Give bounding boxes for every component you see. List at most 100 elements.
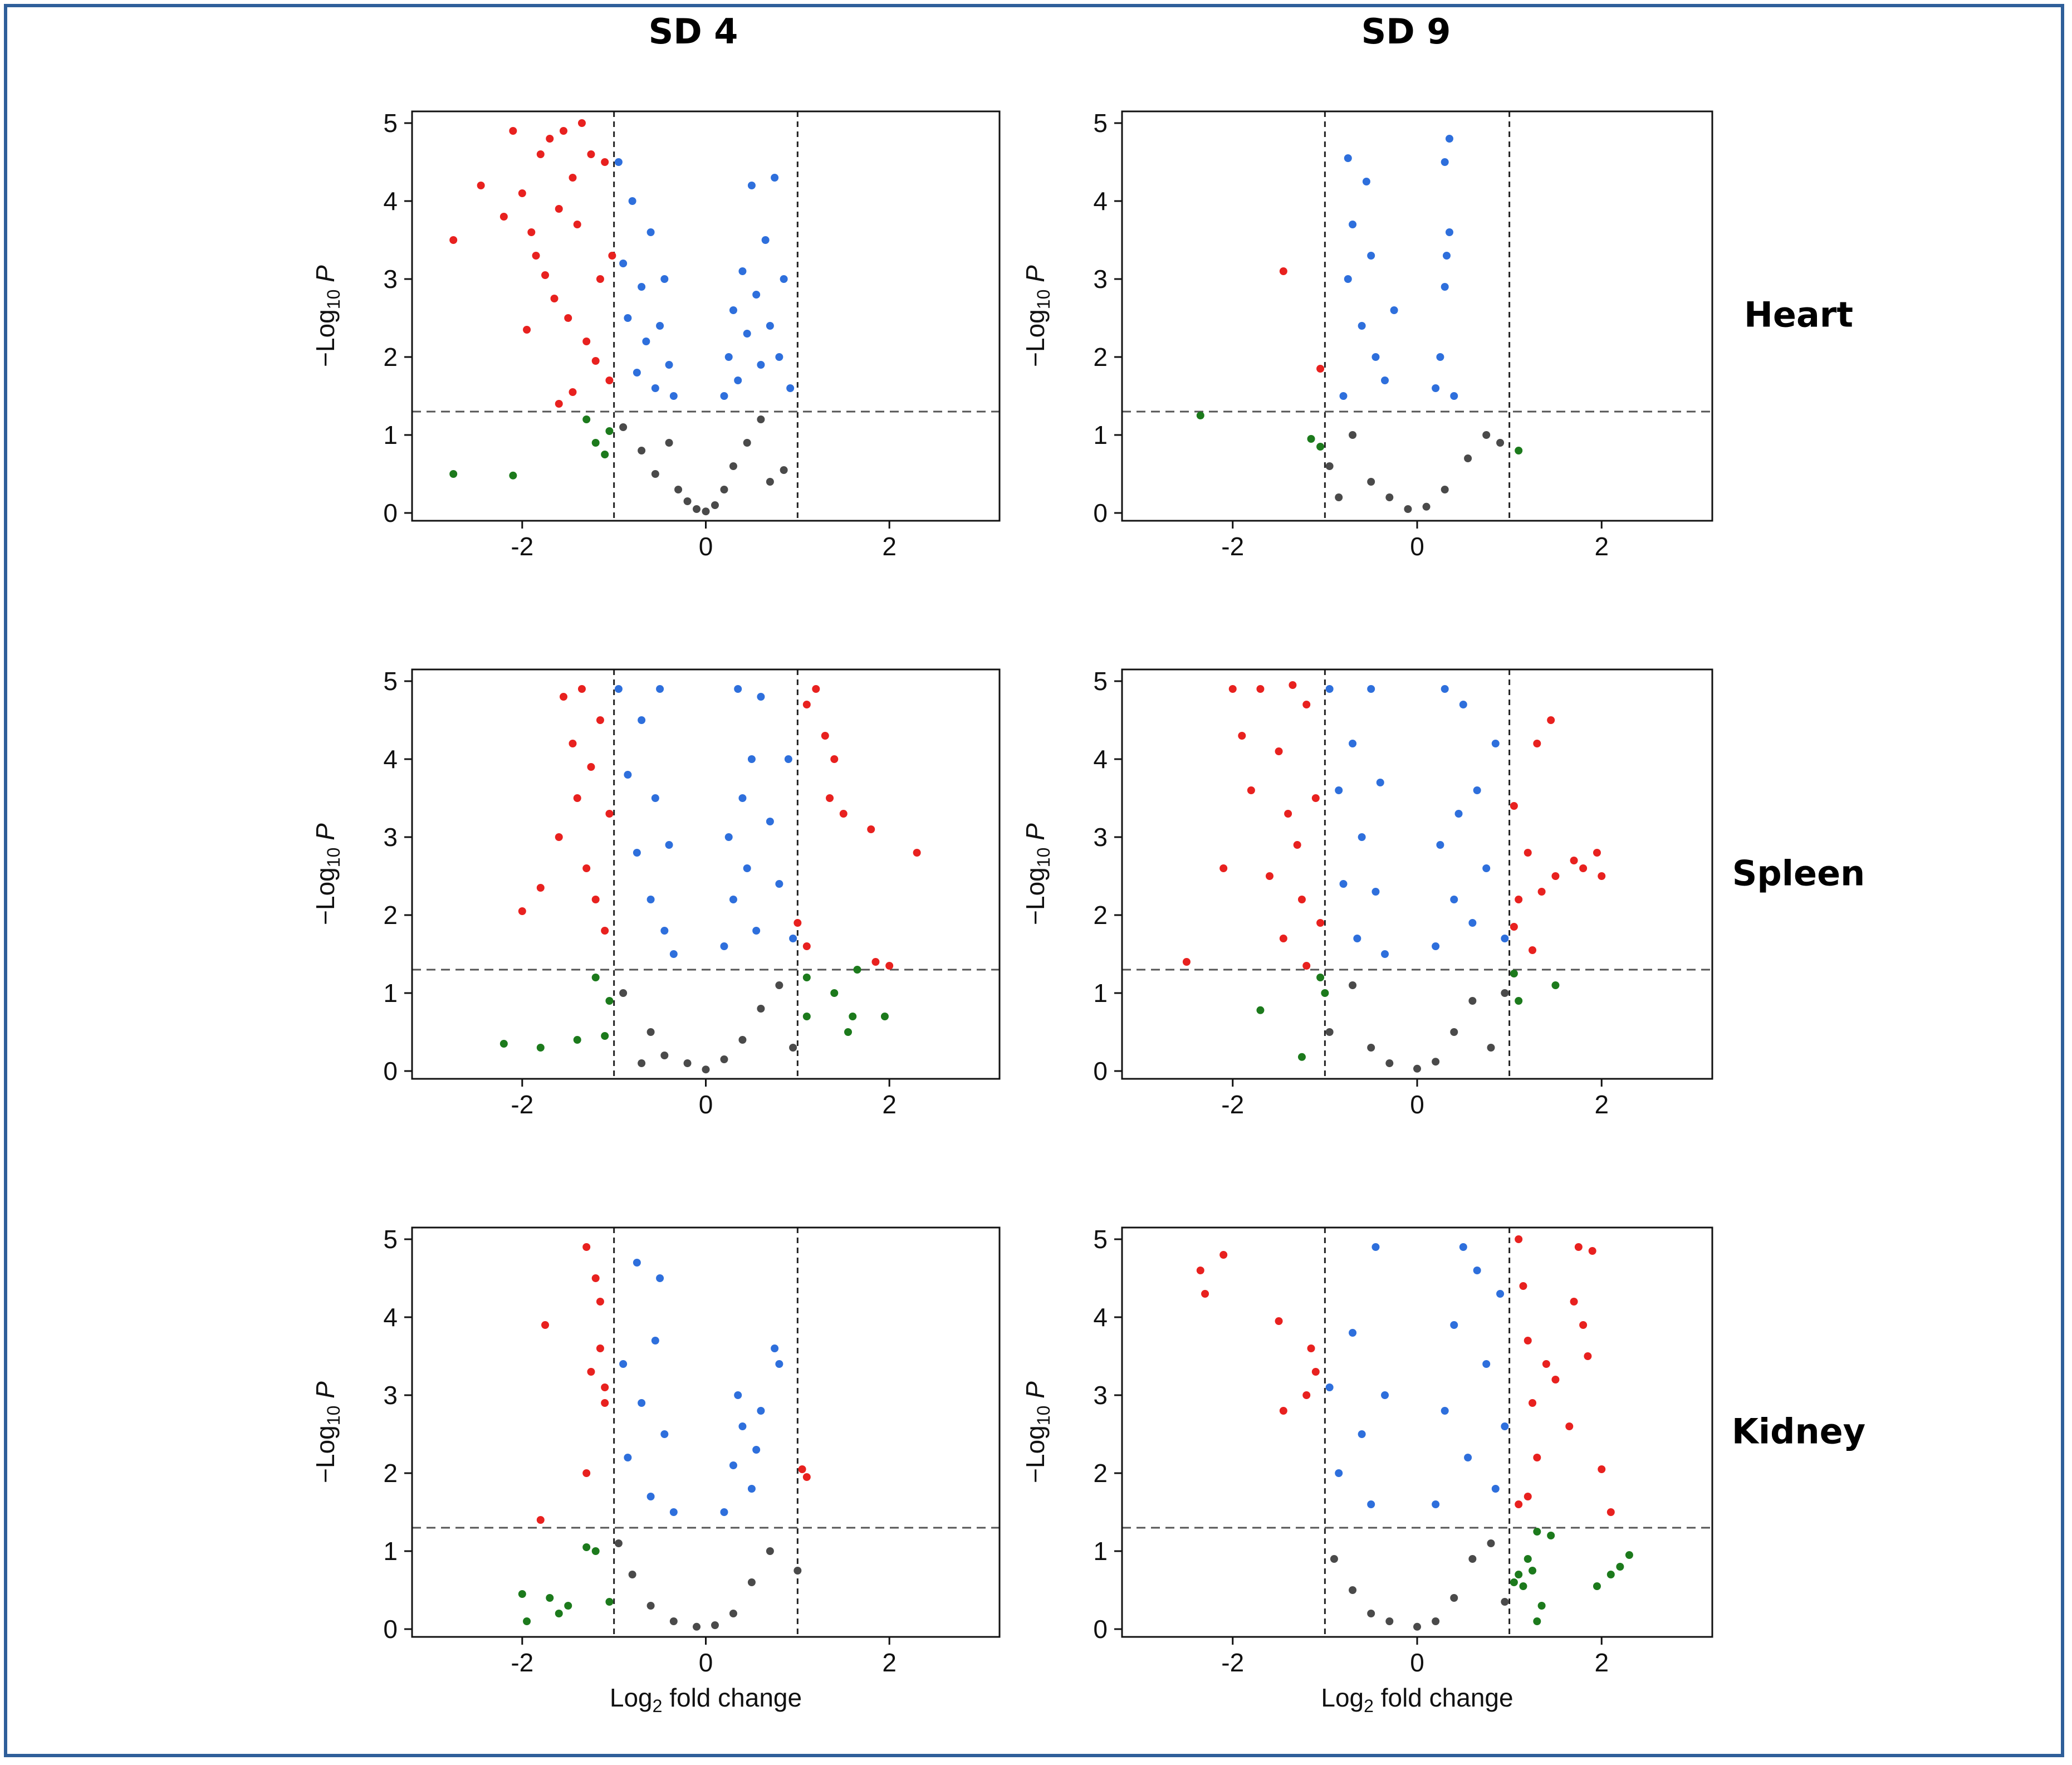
p-only-point [651,794,659,802]
not-significant-point [1501,989,1509,997]
not-significant-point [738,1036,747,1044]
y-axis-label: −Log10 P [1021,1381,1054,1483]
fc-only-point [880,1013,889,1020]
significant-point [1524,849,1532,857]
p-only-point [729,1461,737,1469]
not-significant-point [747,1578,756,1586]
significant-point [559,693,567,701]
not-significant-point [743,439,751,447]
fc-only-point [1616,1563,1624,1571]
significant-point [573,794,581,802]
y-tick-label: 0 [383,1615,398,1644]
p-only-point [628,197,636,205]
p-only-point [1482,864,1491,872]
row-title-kidney: Kidney [1731,1411,1866,1452]
volcano-panel-2: 0 1 2 3 4 5 -2 0 2 −Log10 P [1021,109,1713,561]
significant-point [1247,786,1255,794]
volcano-panel-1: 0 1 2 3 4 5 -2 0 2 −Log10 P [311,109,1001,561]
p-only-point [1335,1469,1343,1477]
x-tick-label: 2 [882,1090,897,1119]
significant-point [518,189,526,197]
not-significant-point [1349,1586,1357,1594]
row-title-spleen: Spleen [1732,853,1865,894]
p-only-point [665,841,673,849]
significant-point [1279,935,1287,942]
p-only-point [1344,275,1352,283]
fc-only-point [518,1590,526,1598]
significant-point [582,1469,591,1477]
p-only-point [1436,353,1444,361]
x-tick-label: 0 [1410,1090,1424,1119]
y-tick-label: 5 [1093,667,1108,696]
not-significant-point [1482,431,1491,439]
significant-point [1238,732,1246,740]
p-only-point [720,392,728,400]
fc-only-point [591,1547,600,1555]
significant-point [826,794,834,802]
plot-frame [411,110,1001,522]
p-only-point [1381,377,1389,384]
p-only-point [743,864,751,872]
p-only-point [729,306,737,314]
y-tick-label: 4 [383,745,398,774]
x-tick-label: 0 [1410,1648,1424,1677]
p-only-point [743,330,751,338]
y-tick-label: 5 [383,109,398,138]
significant-point [1279,267,1287,275]
p-only-point [734,377,742,384]
significant-point [1598,872,1606,880]
p-only-point [619,260,628,267]
significant-point [802,701,811,708]
not-significant-point [1385,1059,1394,1067]
not-significant-point [1468,997,1477,1005]
significant-point [1279,1407,1287,1415]
y-tick-label: 5 [1093,109,1108,138]
y-tick-label: 2 [383,901,398,930]
not-significant-point [1367,1610,1375,1617]
fc-only-point [605,997,614,1005]
not-significant-point [693,1622,701,1631]
significant-point [1570,1298,1578,1306]
fc-only-point [1606,1571,1615,1578]
not-significant-point [729,1610,737,1617]
p-only-point [1390,306,1398,314]
p-only-point [624,314,632,322]
fc-only-point [1307,435,1315,443]
p-only-point [780,275,788,283]
fc-only-point [1515,1571,1523,1578]
p-only-point [1335,786,1343,794]
plot-frame [411,1226,1001,1638]
significant-point [1565,1422,1574,1430]
not-significant-point [780,466,788,474]
not-significant-point [789,1044,797,1052]
fc-only-point [582,415,591,423]
not-significant-point [665,439,673,447]
significant-point [559,127,567,135]
x-tick-label: 0 [699,532,713,561]
fc-only-point [573,1036,581,1044]
y-axis-label: −Log10 P [1021,823,1054,925]
y-tick-label: 1 [1093,979,1108,1008]
p-only-point [757,693,765,701]
p-only-point [720,942,728,950]
fc-only-point [523,1617,531,1625]
not-significant-point [1325,1028,1334,1036]
p-only-point [1432,942,1440,950]
p-only-point [1445,228,1453,236]
significant-point [477,182,485,189]
not-significant-point [638,447,646,454]
significant-point [867,825,875,833]
p-only-point [656,685,664,693]
not-significant-point [720,486,728,493]
fc-only-point [802,1013,811,1020]
p-only-point [729,896,737,903]
p-only-point [720,1508,728,1516]
significant-point [587,763,595,771]
p-only-point [766,322,774,330]
significant-point [601,927,609,935]
p-only-point [771,1344,779,1352]
significant-point [1588,1247,1596,1255]
p-only-point [1325,1383,1334,1391]
y-tick-label: 3 [383,1381,398,1410]
significant-point [1593,849,1601,857]
